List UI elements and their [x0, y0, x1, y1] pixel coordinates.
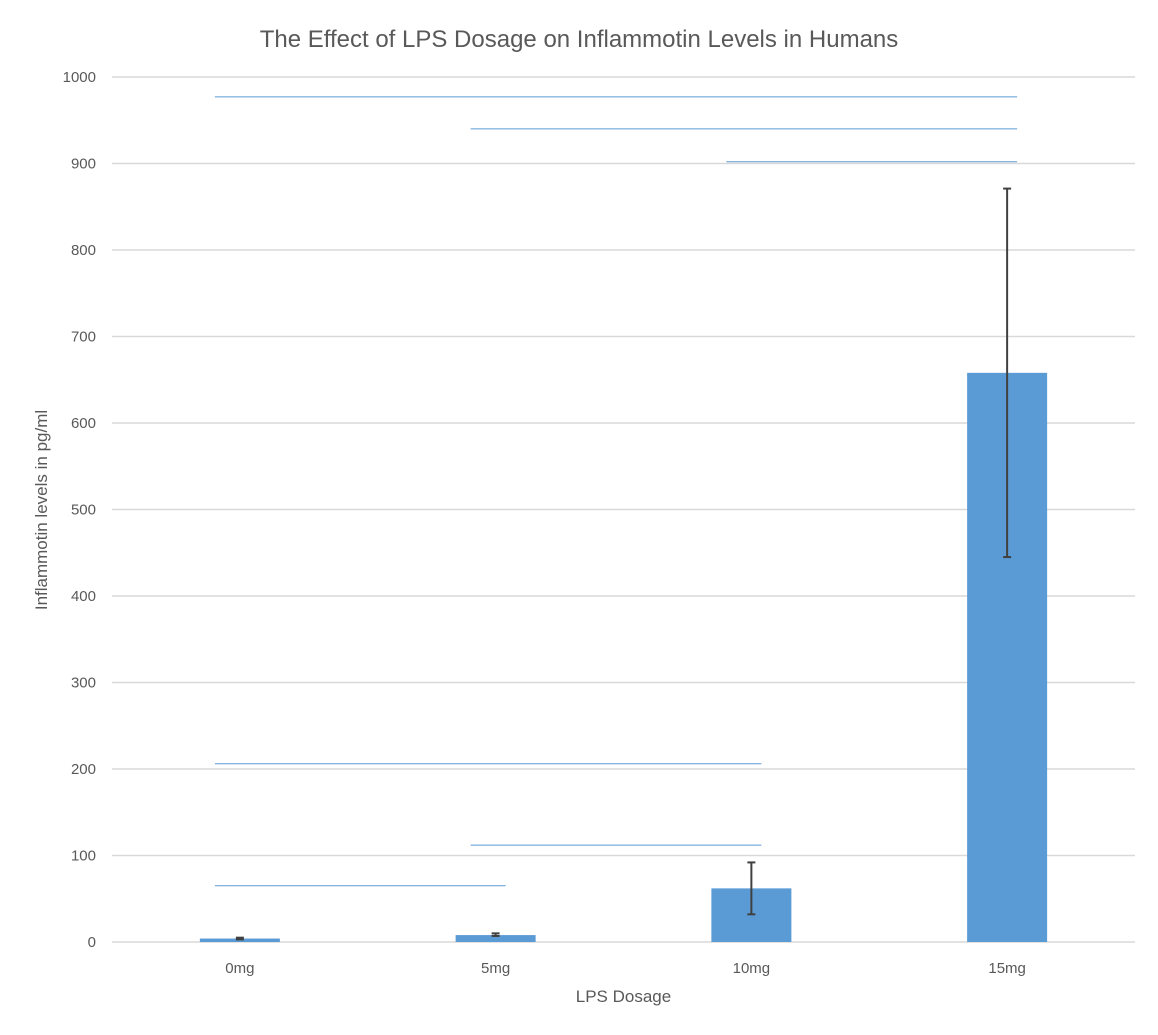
x-tick-label: 5mg [481, 960, 510, 977]
y-tick-label: 800 [71, 242, 96, 259]
x-tick-label: 10mg [733, 960, 771, 977]
y-tick-label: 400 [71, 588, 96, 605]
y-tick-label: 1000 [63, 69, 96, 86]
y-tick-label: 200 [71, 761, 96, 778]
y-tick-label: 900 [71, 156, 96, 173]
chart-title: The Effect of LPS Dosage on Inflammotin … [259, 26, 899, 53]
y-axis-label: Inflammotin levels in pg/ml [32, 409, 51, 611]
x-axis-label: LPS Dosage [575, 987, 672, 1006]
x-tick-label: 0mg [225, 960, 254, 977]
y-tick-label: 500 [71, 502, 96, 519]
y-tick-label: 0 [88, 934, 96, 951]
bar [455, 935, 536, 942]
y-tick-label: 100 [71, 848, 96, 865]
y-tick-label: 300 [71, 675, 96, 692]
x-tick-label: 15mg [988, 960, 1026, 977]
y-tick-label: 600 [71, 415, 96, 432]
y-tick-label: 700 [71, 329, 96, 346]
